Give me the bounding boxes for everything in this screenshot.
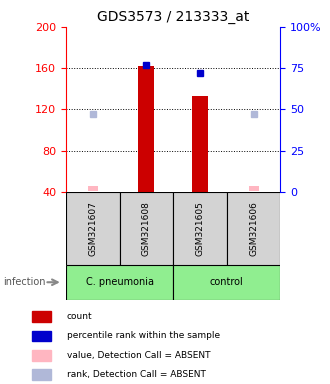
Bar [138,66,154,192]
Text: GSM321605: GSM321605 [196,201,205,256]
Text: value, Detection Call = ABSENT: value, Detection Call = ABSENT [67,351,210,360]
Bar [32,350,51,361]
Text: percentile rank within the sample: percentile rank within the sample [67,331,220,341]
Bar [66,192,119,265]
Bar [173,265,280,300]
Bar [119,192,173,265]
Text: GSM321608: GSM321608 [142,201,151,256]
Bar [32,311,51,322]
Text: C. pneumonia: C. pneumonia [85,277,154,287]
Bar [32,331,51,341]
Bar [192,96,208,192]
Bar [227,192,280,265]
Bar [142,186,151,192]
Text: GSM321606: GSM321606 [249,201,258,256]
Bar [195,186,205,192]
Title: GDS3573 / 213333_at: GDS3573 / 213333_at [97,10,249,25]
Text: control: control [210,277,244,287]
Bar [249,186,258,192]
Text: count: count [67,312,92,321]
Bar [32,369,51,380]
Bar [88,186,98,192]
Text: GSM321607: GSM321607 [88,201,97,256]
Bar [66,265,173,300]
Text: infection: infection [3,277,46,287]
Bar [173,192,227,265]
Text: rank, Detection Call = ABSENT: rank, Detection Call = ABSENT [67,370,206,379]
